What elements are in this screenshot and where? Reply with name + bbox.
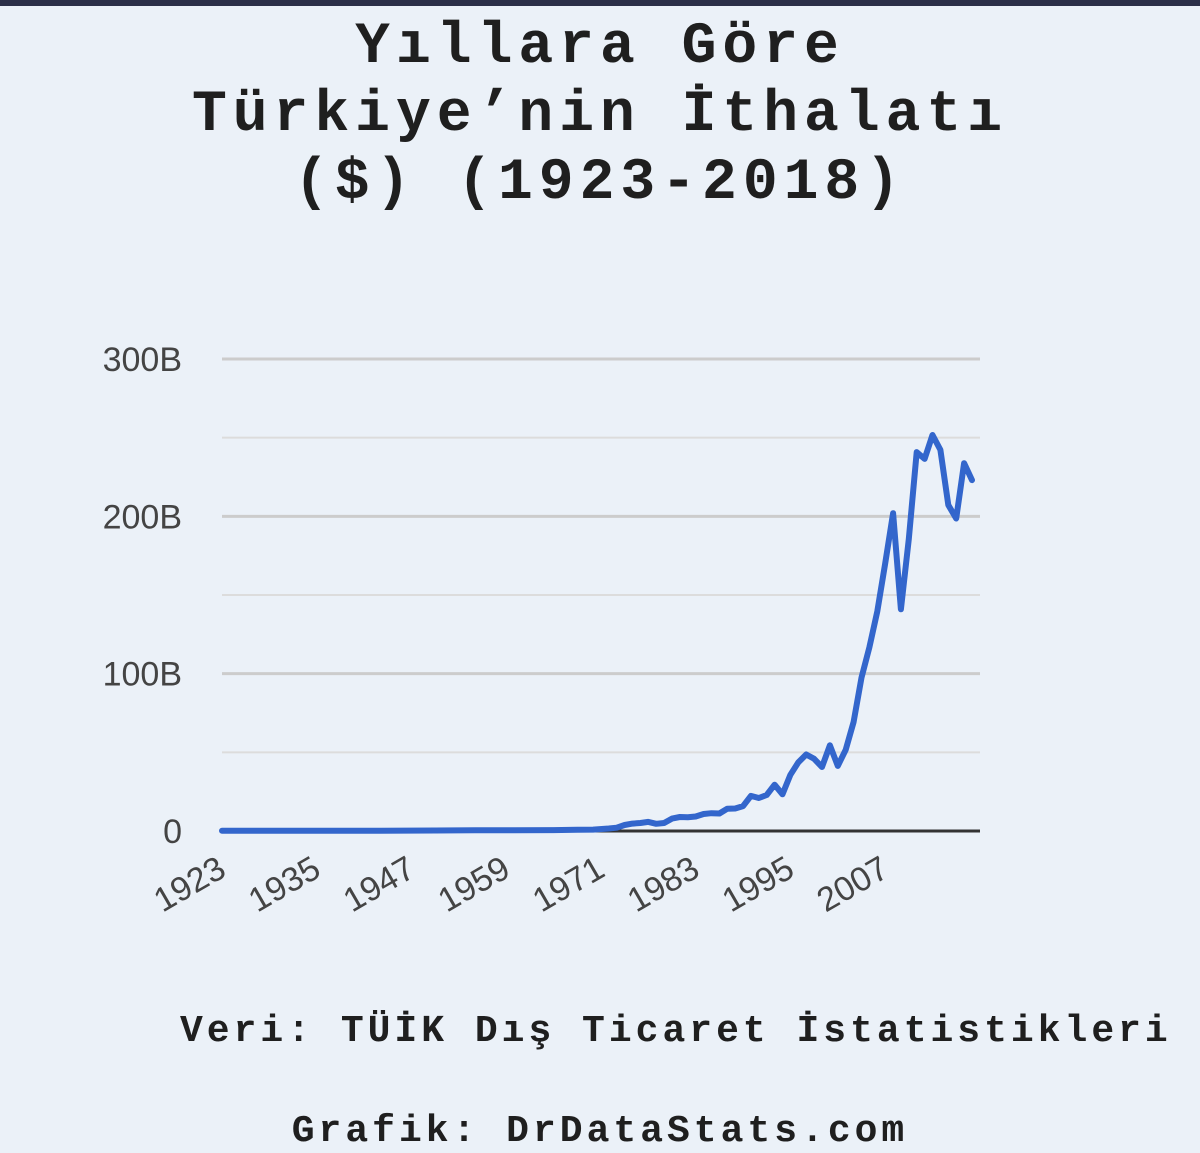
chart-title: Yıllara Göre Türkiye’nin İthalatı ($) (1… — [0, 14, 1200, 218]
y-tick-label: 200B — [103, 498, 182, 536]
x-tick-label: 1983 — [621, 849, 706, 920]
top-border — [0, 0, 1200, 6]
x-tick-label: 2007 — [811, 849, 896, 920]
y-tick-label: 0 — [163, 813, 182, 851]
data-source-note: Veri: TÜİK Dış Ticaret İstatistikleri — [180, 1010, 1172, 1053]
y-tick-label: 300B — [103, 341, 182, 379]
x-tick-label: 1947 — [337, 849, 422, 920]
x-tick-label: 1959 — [432, 849, 517, 920]
title-line-3: ($) (1923-2018) — [293, 151, 907, 216]
y-tick-label: 100B — [103, 656, 182, 694]
x-tick-label: 1923 — [147, 849, 232, 920]
series-group — [219, 432, 975, 834]
x-tick-label: 1995 — [716, 849, 801, 920]
line-chart: 0 100B 200B 300B 1923 1935 1947 1959 1971 1983 19… — [103, 341, 980, 920]
x-tick-label: 1971 — [526, 849, 611, 920]
series-line — [219, 432, 975, 834]
y-axis-ticks: 0 100B 200B 300B — [103, 341, 182, 851]
x-axis-ticks: 1923 1935 1947 1959 1971 1983 1995 2007 — [147, 849, 895, 920]
chart-credit: Grafik: DrDataStats.com — [291, 1110, 909, 1153]
x-tick-label: 1935 — [242, 849, 327, 920]
title-line-1: Yıllara Göre — [355, 15, 845, 80]
grid-lines — [222, 357, 980, 833]
title-line-2: Türkiye’nin İthalatı — [191, 83, 1009, 148]
